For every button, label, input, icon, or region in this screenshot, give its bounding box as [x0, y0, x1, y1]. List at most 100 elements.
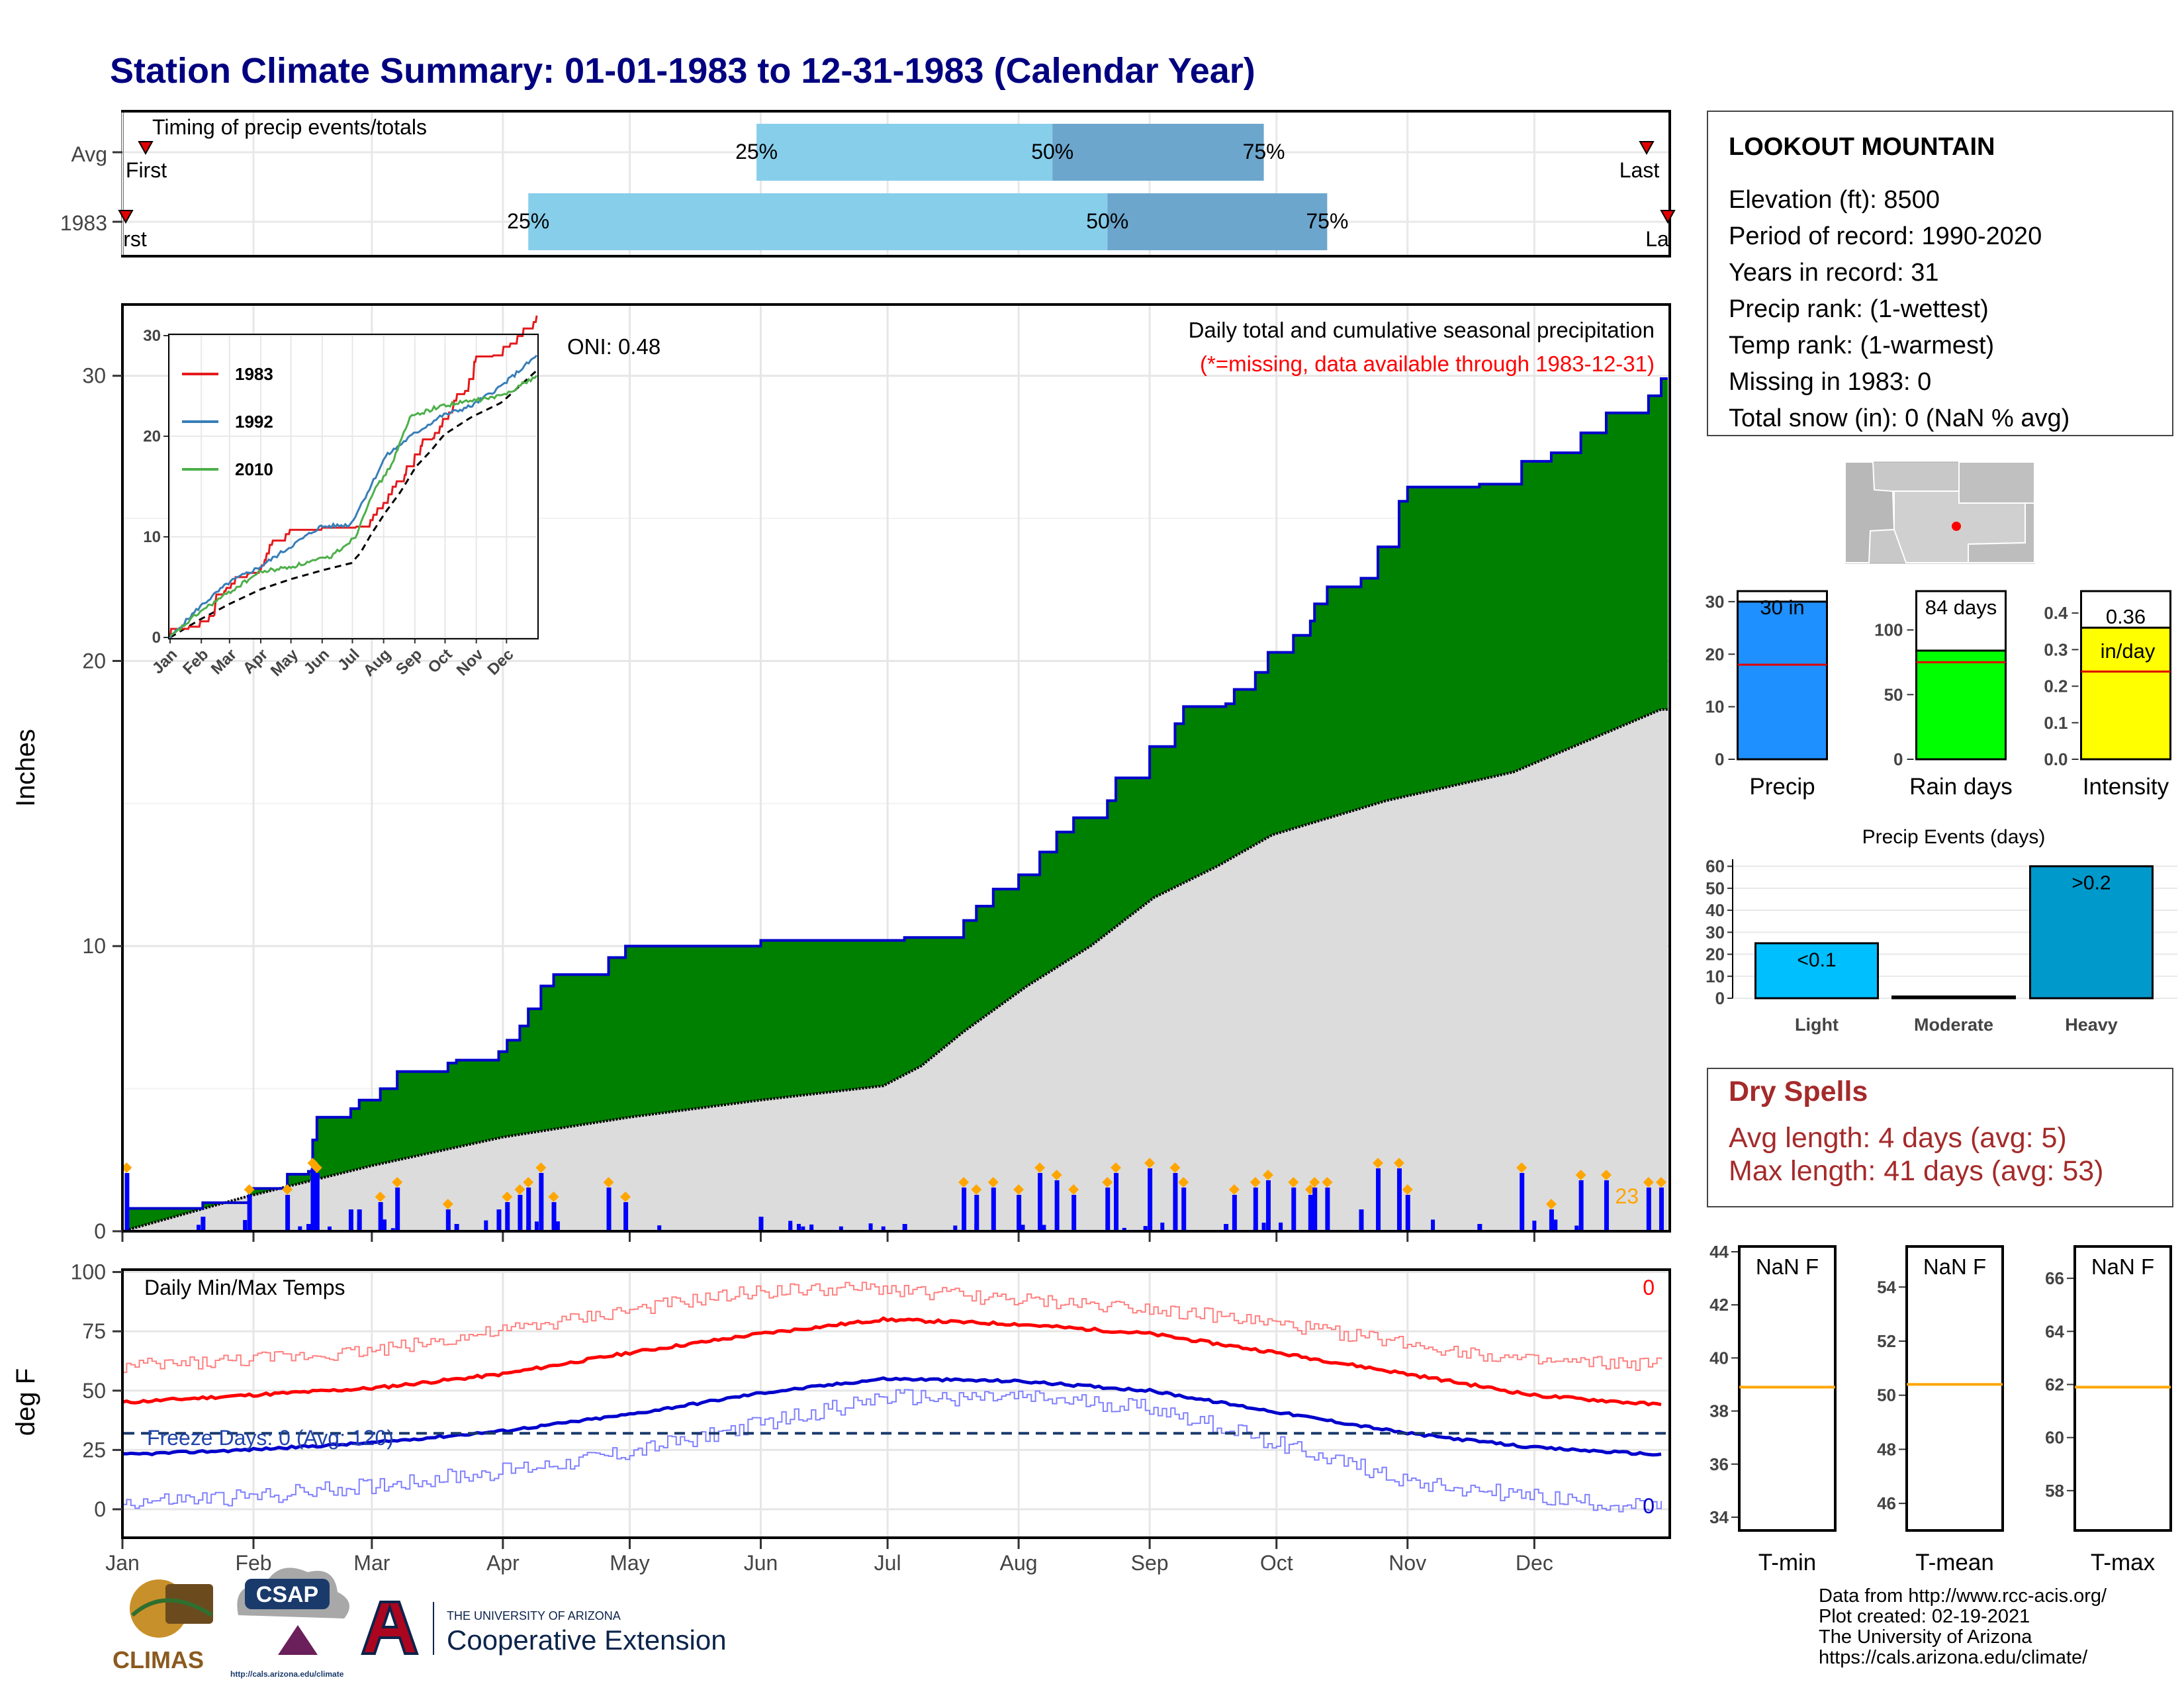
tbox-ytick-label-0-42: 42 — [1709, 1295, 1729, 1315]
daily-precip-bar — [1253, 1188, 1258, 1231]
heavy-event-marker-icon — [1034, 1162, 1046, 1173]
tbox-ytick-label-2-58: 58 — [2045, 1481, 2064, 1501]
daily-precip-bar — [1312, 1188, 1318, 1231]
precip-y-axis: 0 10 20 30 — [82, 364, 122, 1243]
daily-precip-bar — [1105, 1188, 1111, 1231]
daily-precip-bar — [1021, 1225, 1025, 1231]
timing-marker-obs-last-icon — [1660, 210, 1676, 224]
heavy-event-marker-icon — [523, 1177, 534, 1188]
daily-precip-bar — [1232, 1195, 1237, 1231]
daily-precip-bar — [1114, 1173, 1119, 1231]
month-label-Jul: Jul — [874, 1551, 901, 1575]
events-ytick-label-50: 50 — [1706, 878, 1725, 898]
tbox-frame-2 — [2073, 1245, 2172, 1532]
heavy-event-marker-icon — [1322, 1177, 1333, 1188]
timing-bar-q2-1983 — [1107, 193, 1328, 250]
credit-university: The University of Arizona — [1819, 1626, 2032, 1648]
tbox-ytick-label-0-36: 36 — [1709, 1454, 1729, 1474]
heavy-event-marker-icon — [1111, 1162, 1122, 1173]
intensity-bar-value: 0.36 — [2106, 605, 2146, 628]
daily-precip-bar — [454, 1224, 459, 1231]
daily-precip-bar — [881, 1226, 886, 1231]
tbox-ytick-label-0-38: 38 — [1709, 1401, 1729, 1421]
month-axis: Jan Feb Mar Apr May Jun Jul Aug Sep Oct Nov Dec — [105, 1233, 1553, 1575]
precip-ytick-label-20: 20 — [82, 649, 106, 673]
precip-bar-value: 30 in — [1760, 596, 1804, 619]
daily-precip-bar — [1143, 1226, 1148, 1231]
month-label-May: May — [610, 1551, 649, 1575]
ua-logo: THE UNIVERSITY OF ARIZONA Cooperative Ex… — [361, 1601, 727, 1656]
heavy-event-marker-icon — [1262, 1170, 1273, 1180]
csap-mountain-icon — [278, 1625, 318, 1655]
daily-precip-bar — [1405, 1195, 1410, 1231]
heavy-event-marker-icon — [1545, 1199, 1557, 1209]
heavy-event-marker-icon — [1051, 1170, 1062, 1180]
events-category-Light: Light — [1795, 1015, 1839, 1035]
daily-precip-bar — [1122, 1227, 1126, 1231]
timing-marker-avg-first-icon — [138, 141, 154, 156]
events-bar-Moderate — [1891, 995, 2016, 1000]
month-label-Mar: Mar — [353, 1551, 390, 1575]
precip-annotation-missing: (*=missing, data available through 1983-… — [1200, 352, 1655, 376]
daily-precip-bar — [839, 1226, 843, 1231]
tbox-frame-1 — [1905, 1245, 2004, 1532]
daily-precip-bar — [606, 1188, 612, 1231]
daily-precip-bar — [1042, 1225, 1046, 1231]
ua-small-text: THE UNIVERSITY OF ARIZONA — [447, 1609, 621, 1622]
timing-marker-label-avg-first: First — [126, 158, 167, 182]
heavy-event-marker-icon — [1169, 1162, 1181, 1173]
temp-ytick-label-50: 50 — [82, 1379, 106, 1403]
summary-ytick-label-intensity-0: 0.0 — [2044, 749, 2068, 769]
events-bar-Heavy — [2029, 865, 2154, 1000]
cold-days-count: 0 — [1643, 1494, 1655, 1518]
daily-precip-bar — [1261, 1223, 1266, 1231]
inset-legend-label-1983: 1983 — [235, 364, 273, 384]
tbox-ytick-label-2-64: 64 — [2045, 1321, 2064, 1341]
temp-y-axis: 0 25 50 75 100 — [71, 1260, 122, 1521]
heavy-event-marker-icon — [392, 1177, 403, 1188]
summary-ytick-label-intensity-1: 0.1 — [2044, 713, 2068, 733]
station-info-box: LOOKOUT MOUNTAIN Elevation (ft): 8500 Pe… — [1707, 111, 2173, 436]
inset-legend-label-2010: 2010 — [235, 459, 273, 479]
tbox-ytick-label-0-34: 34 — [1709, 1507, 1729, 1527]
dry-spells-avg: Avg length: 4 days (avg: 5) — [1729, 1122, 2067, 1154]
timing-bar-q1-1983 — [528, 193, 1108, 250]
daily-precip-bar — [526, 1226, 531, 1231]
daily-precip-bar — [1071, 1195, 1077, 1231]
daily-precip-bar — [247, 1195, 252, 1231]
daily-precip-bar — [383, 1219, 387, 1231]
month-label-Sep: Sep — [1131, 1551, 1169, 1575]
daily-precip-bar — [796, 1223, 801, 1231]
raindays-bar-value: 84 days — [1925, 596, 1997, 619]
timing-pct-1983-1: 50% — [1086, 209, 1128, 233]
daily-precip-bar — [310, 1168, 316, 1231]
daily-precip-bar — [298, 1226, 302, 1231]
heavy-event-marker-icon — [1402, 1184, 1413, 1195]
timing-pct-avg-2: 75% — [1243, 140, 1285, 164]
heavy-event-marker-icon — [603, 1177, 614, 1188]
summary-ytick-label-precip-0: 0 — [1715, 749, 1724, 769]
heavy-event-marker-icon — [1643, 1177, 1654, 1188]
daily-precip-bar — [555, 1221, 560, 1231]
station-precip-rank: Precip rank: (1-wettest) — [1729, 295, 1989, 323]
station-period: Period of record: 1990-2020 — [1729, 222, 2042, 250]
ua-block-a-icon — [361, 1601, 419, 1655]
inset-ytick-label-0: 0 — [152, 629, 161, 647]
station-name: LOOKOUT MOUNTAIN — [1729, 133, 1995, 161]
station-total-snow: Total snow (in): 0 (NaN % avg) — [1729, 404, 2070, 432]
heavy-event-marker-icon — [548, 1192, 559, 1202]
precip-observed-line — [122, 377, 1668, 1233]
station-info-frame — [1707, 111, 2173, 436]
daily-precip-bar — [201, 1217, 206, 1231]
csap-logo: CSAP http://cals.arizona.edu/climate — [230, 1568, 349, 1679]
inset-ytick-label-30: 30 — [143, 327, 161, 345]
heavy-event-marker-icon — [971, 1184, 982, 1195]
heavy-event-marker-icon — [502, 1192, 513, 1202]
summary-ytick-label-raindays-2: 100 — [1874, 620, 1903, 640]
daily-precip-bar — [1532, 1220, 1537, 1231]
temp-frame — [121, 1268, 1671, 1539]
intensity-bar-label: Intensity — [2083, 774, 2169, 800]
daily-precip-bar — [378, 1202, 383, 1231]
daily-precip-bar — [1279, 1222, 1283, 1231]
daily-precip-bar — [357, 1221, 361, 1231]
